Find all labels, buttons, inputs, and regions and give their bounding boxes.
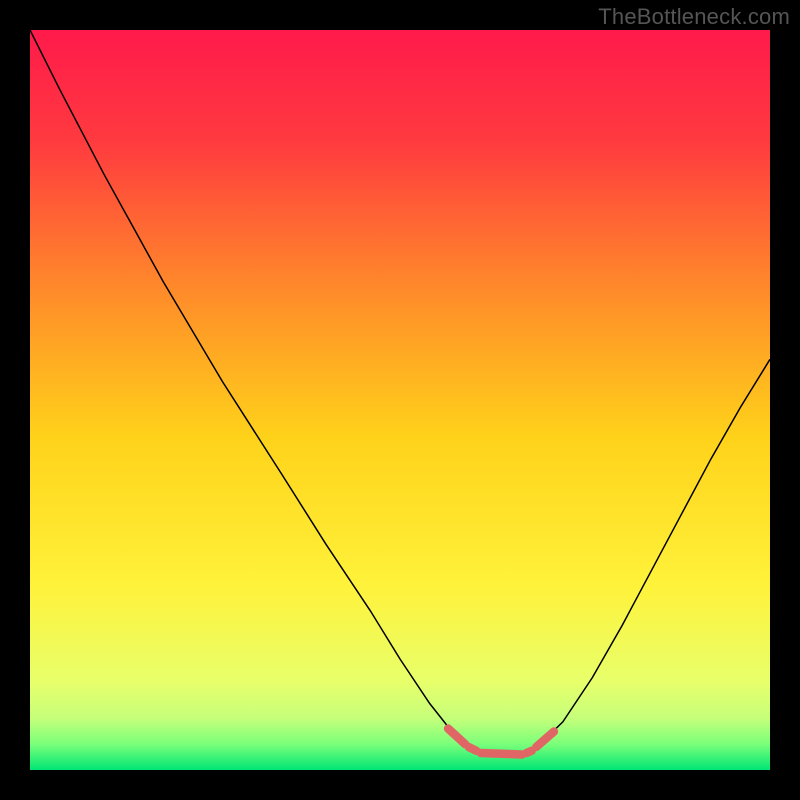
sweet-spot-segment: [527, 751, 532, 753]
watermark-text: TheBottleneck.com: [598, 4, 790, 30]
chart-stage: TheBottleneck.com: [0, 0, 800, 800]
bottleneck-chart: [0, 0, 800, 800]
sweet-spot-segment: [469, 747, 476, 751]
sweet-spot-segment: [481, 753, 522, 754]
